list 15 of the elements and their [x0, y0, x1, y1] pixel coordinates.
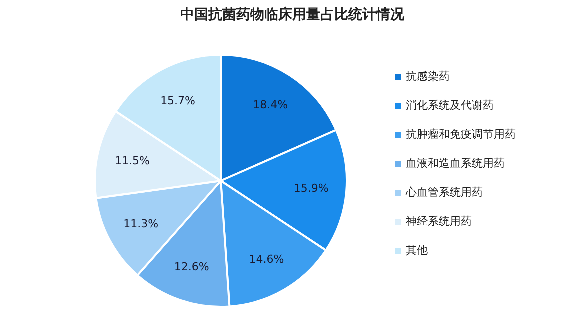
- legend-label: 消化系统及代谢药: [406, 98, 494, 113]
- data-label: 15.9%: [294, 182, 329, 196]
- data-label: 12.6%: [174, 260, 210, 274]
- legend-label: 血液和造血系统用药: [406, 156, 505, 171]
- legend-label: 抗肿瘤和免疫调节用药: [406, 127, 516, 142]
- data-label: 15.7%: [160, 94, 196, 108]
- data-label: 11.5%: [115, 154, 150, 168]
- data-label: 18.4%: [253, 98, 288, 112]
- legend-label: 其他: [406, 243, 428, 258]
- data-label: 11.3%: [124, 217, 159, 230]
- legend-label: 心血管系统用药: [406, 185, 483, 200]
- data-label: 14.6%: [249, 252, 284, 266]
- chart-title: 中国抗菌药物临床用量占比统计情况: [180, 6, 406, 24]
- legend-label: 神经系统用药: [406, 214, 472, 229]
- legend-label: 抗感染药: [406, 69, 450, 84]
